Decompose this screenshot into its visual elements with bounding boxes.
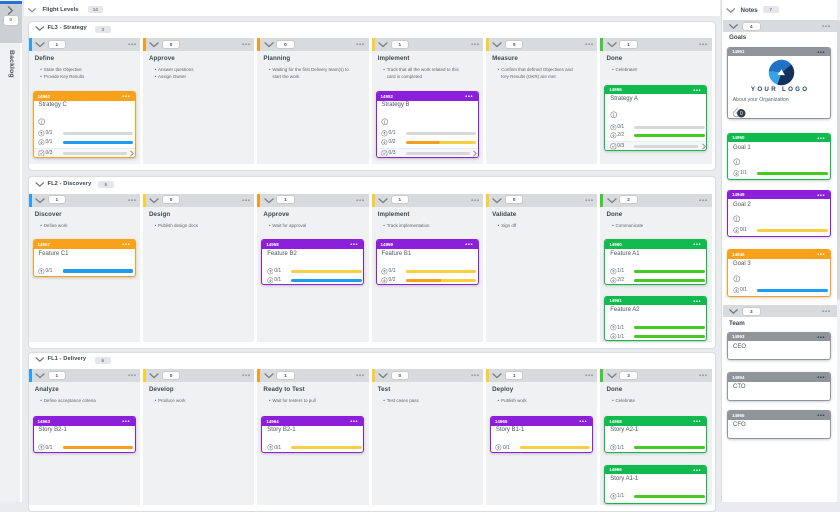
svg-text:0: 0 <box>739 111 742 117</box>
